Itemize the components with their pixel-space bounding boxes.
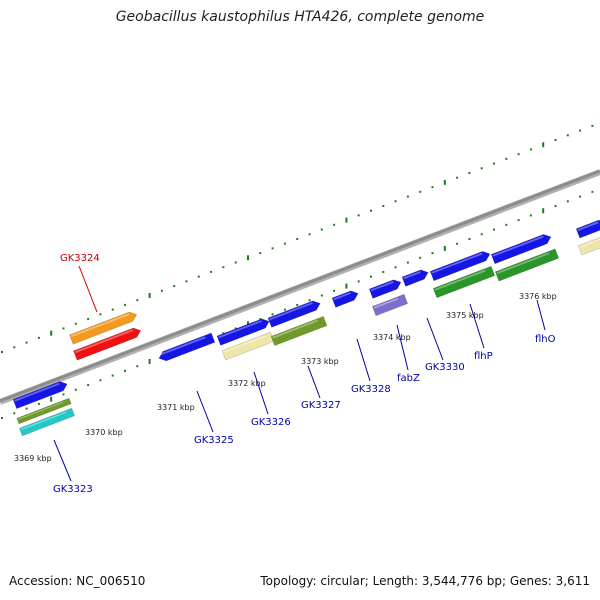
gene-bar [432,265,496,299]
gene-arrow [158,332,216,362]
leader-line [53,439,72,482]
kbp-label: 3374 kbp [373,333,411,342]
gene-bar [495,248,559,282]
gene-label: flhP [474,351,493,362]
kbp-label: 3373 kbp [301,357,339,366]
gene-arrow [73,327,142,361]
kbp-label: 3370 kbp [85,428,123,437]
leader-line [536,299,546,331]
genome-backbone [0,169,600,405]
leader-line [78,265,98,313]
gene-label: fabZ [397,373,420,384]
lower-tick-track [1,190,594,419]
leader-line [196,390,214,433]
gene-label: GK3330 [425,362,465,373]
gene-name-labels: GK3324 GK3323 GK3325 GK3326 GK3327 GK3328 fabZ… [53,253,556,495]
accession-label: Accession: NC_006510 [9,574,146,588]
gene-arrow [401,269,429,287]
gene-bar [19,407,75,437]
gene-label: GK3323 [53,484,93,495]
leader-line [356,338,371,382]
leader-line [426,317,444,361]
kbp-label: 3371 kbp [157,403,195,412]
leader-line [253,371,269,415]
leader-line [396,324,409,371]
upper-tick-track [1,124,594,353]
gene-arrow [429,251,491,282]
kbp-label: 3376 kbp [519,292,557,301]
gene-label: GK3328 [351,384,391,395]
leader-line [469,303,485,349]
kbp-label: 3369 kbp [14,454,52,463]
gene-arrow [267,300,321,328]
leader-line [307,365,321,399]
label-leader-lines [53,265,546,482]
gene-bar [577,234,600,256]
kbp-label: 3375 kbp [446,311,484,320]
map-title: Geobacillus kaustophilus HTA426, complet… [115,9,485,25]
gene-bar [270,315,328,347]
gene-arrow [69,311,138,345]
genome-summary-label: Topology: circular; Length: 3,544,776 bp… [260,574,590,588]
kbp-label: 3372 kbp [228,379,266,388]
gene-bar [372,293,408,317]
gene-arrow [368,279,402,299]
kbp-scale-labels: 3369 kbp 3370 kbp 3371 kbp 3372 kbp 3373 kbp… [14,292,557,463]
gene-arrow [575,219,600,239]
gene-label: GK3324 [60,253,100,264]
gene-arrow [490,234,552,265]
gene-label: flhO [535,334,556,345]
gene-arrow [216,318,270,346]
gene-label: GK3326 [251,417,291,428]
gene-bar [16,397,72,425]
gene-arrow [331,290,359,308]
backbone-line-core [0,169,600,403]
gene-features [12,219,600,437]
gene-arrow [12,381,68,410]
gene-label: GK3327 [301,400,341,411]
gene-label: GK3325 [194,435,234,446]
